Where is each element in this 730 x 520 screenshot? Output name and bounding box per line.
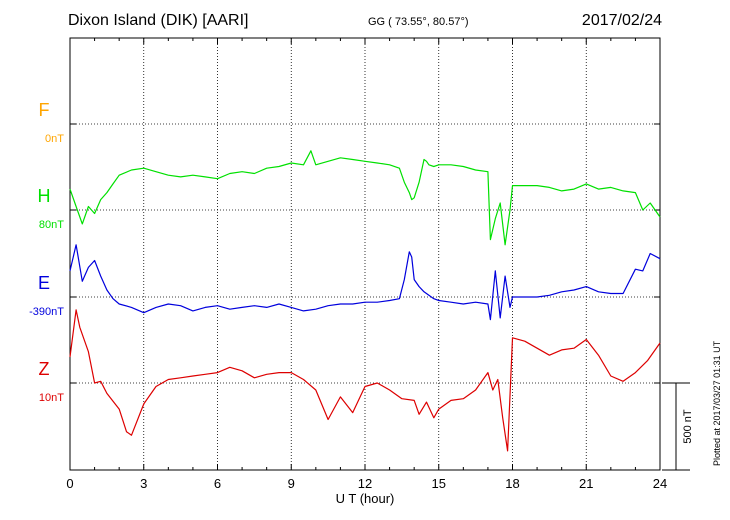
x-tick-label: 9 [288,476,295,491]
x-tick-label: 24 [653,476,667,491]
x-tick-label: 0 [66,476,73,491]
scale-bar-label: 500 nT [682,409,694,444]
station-title: Dixon Island (DIK) [AARI] [68,12,249,29]
channel-label-z: Z [39,359,50,379]
channel-label-e: E [38,273,50,293]
channel-label-f: F [39,100,50,120]
series-line-h [69,150,661,246]
label-layer: 0 3 6 9 12 15 18 21 24 U T (hour) F 0nT H 80nT E -390nT… [29,100,694,506]
series-layer [69,150,661,452]
channel-baseline-z: 10nT [39,392,64,404]
x-tick-label: 12 [358,476,372,491]
x-tick-label: 18 [505,476,519,491]
x-tick-label: 3 [140,476,147,491]
channel-baseline-e: -390nT [29,306,64,318]
plot-frame [69,37,690,471]
series-line-z [69,309,661,452]
channel-label-h: H [38,186,51,206]
x-tick-label: 21 [579,476,593,491]
x-tick-label: 6 [214,476,221,491]
grid-layer [70,38,660,470]
x-tick-label: 15 [432,476,446,491]
channel-baseline-f: 0nT [45,133,64,145]
coordinates-label: GG ( 73.55°, 80.57°) [368,16,469,28]
channel-baseline-h: 80nT [39,219,64,231]
x-axis-title: U T (hour) [336,491,395,506]
date-label: 2017/02/24 [581,12,662,29]
series-line-e [69,244,661,321]
